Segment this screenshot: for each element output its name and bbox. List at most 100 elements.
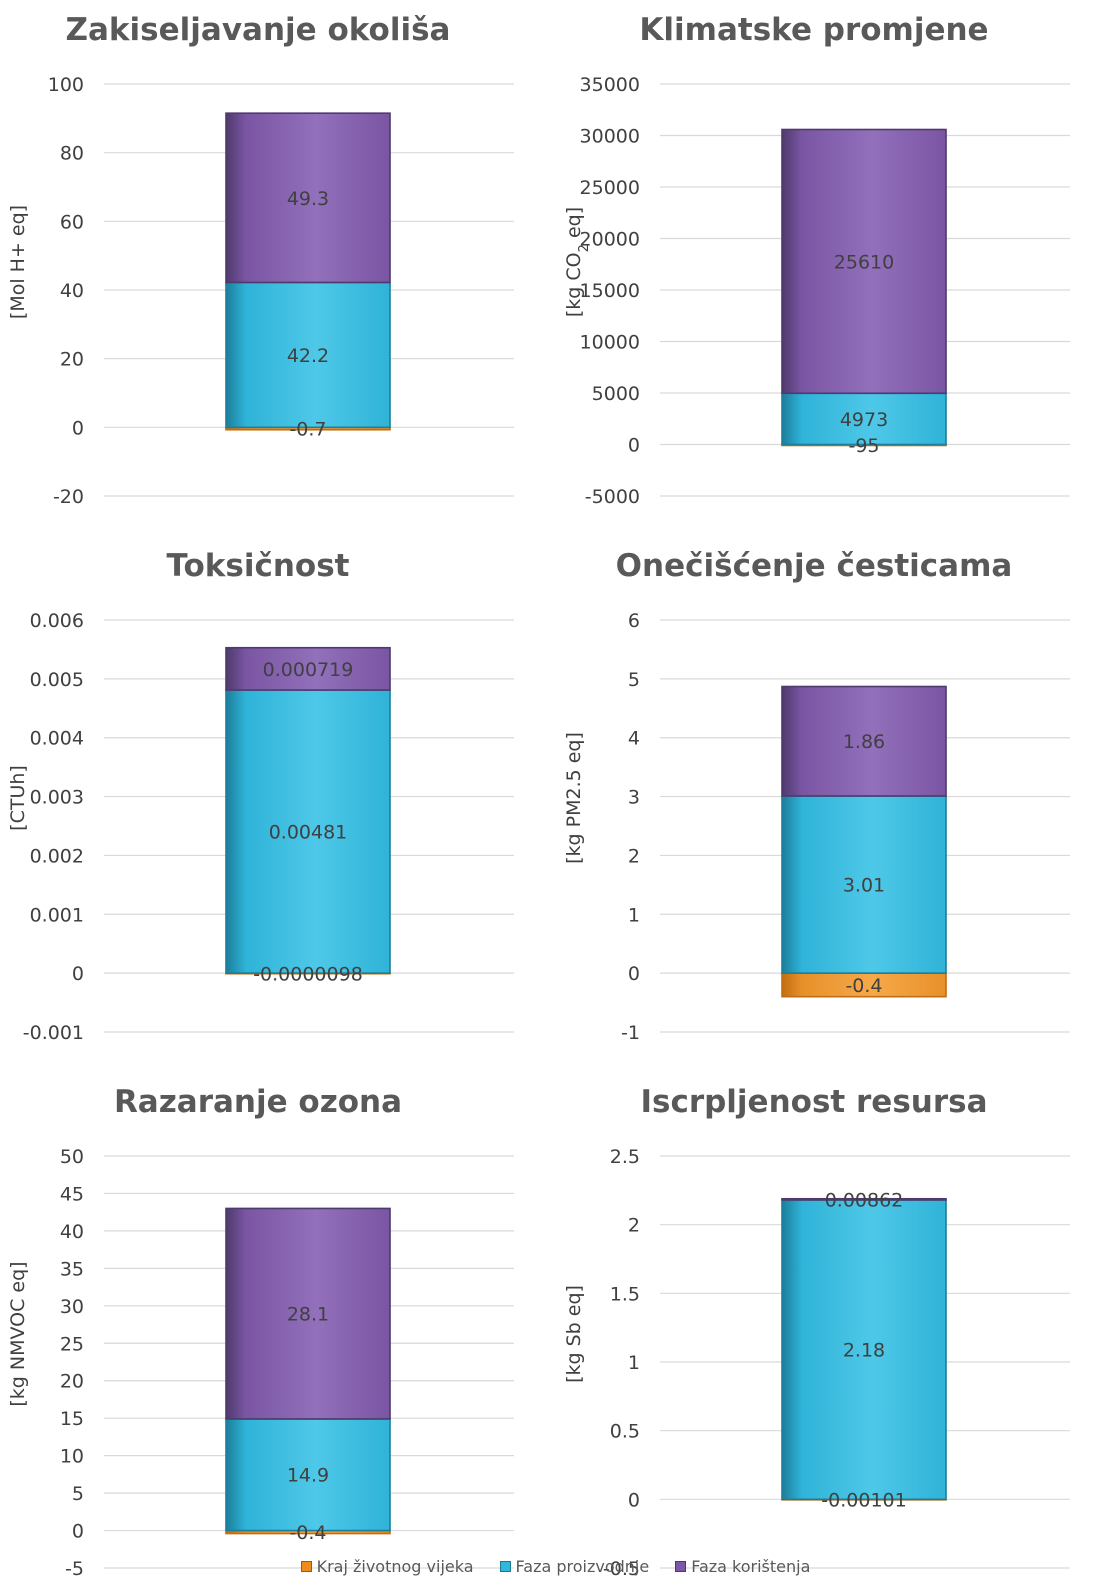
y-tick-label: 1 [628, 904, 640, 926]
data-label: 0.00481 [269, 822, 348, 844]
y-tick-label: 40 [60, 280, 84, 302]
data-label: -0.0000098 [253, 963, 363, 985]
data-label: 3.01 [843, 875, 885, 897]
legend-label-koristenje: Faza korištenja [691, 1556, 811, 1576]
legend-swatch-koristenje [675, 1560, 687, 1572]
bar-segment [225, 646, 391, 691]
y-tick-label: 30 [60, 1296, 84, 1318]
chart-oneciscenje: Onečišćenje česticama -1 0 1 2 3 4 5 6 [kg PM2.5 … [556, 536, 1111, 1056]
data-label: 14.9 [287, 1465, 329, 1487]
chart-svg: Iscrpljenost resursa -0.5 0 0.5 1 1.5 2 2.5 [kg … [563, 1084, 1070, 1580]
y-tick-label: 10 [60, 1446, 84, 1468]
chart-svg: Razaranje ozona -5 0 5 10 15 20 25 30 35 40 45 50 [kg… [7, 1084, 514, 1580]
bar-segment [781, 1197, 947, 1201]
y-tick-label: 0.006 [30, 610, 84, 632]
y-tick-label: 3 [628, 787, 640, 809]
y-tick-label: 20000 [580, 229, 640, 251]
y-tick-label: -5 [65, 1558, 84, 1580]
legend-item-koristenje: Faza korištenja [675, 1557, 810, 1576]
y-tick-label: 6 [628, 610, 640, 632]
y-tick-label: 2 [628, 845, 640, 867]
chart-klimatske-promjene: Klimatske promjene -5000 0 5000 10000 15000 20… [556, 0, 1111, 520]
y-tick-label: 4 [628, 728, 640, 750]
y-tick-label: 50 [60, 1146, 84, 1168]
chart-legend: Kraj životnog vijeka Faza proizvodnje Fa… [0, 1552, 1111, 1580]
data-label: 28.1 [287, 1304, 329, 1326]
bar-segment [781, 392, 947, 446]
y-tick-label: 80 [60, 143, 84, 165]
chart-iscrpljenost: Iscrpljenost resursa -0.5 0 0.5 1 1.5 2 2.5 [kg … [556, 1072, 1111, 1592]
y-tick-label: 2 [628, 1215, 640, 1237]
y-tick-label: 40 [60, 1221, 84, 1243]
y-tick-label: 0.5 [610, 1421, 640, 1443]
y-tick-label: -0.5 [603, 1558, 640, 1580]
chart-title: Razaranje ozona [114, 1084, 402, 1120]
y-tick-label: 10000 [580, 332, 640, 354]
chart-razaranje-ozona: Razaranje ozona -5 0 5 10 15 20 25 30 35 40 45 50 [kg… [0, 1072, 555, 1592]
y-tick-label: 5 [72, 1483, 84, 1505]
y-axis-label: [Mol H+ eq] [7, 205, 29, 319]
y-tick-label: 60 [60, 211, 84, 233]
bar-segment [225, 112, 391, 284]
y-tick-label: 30000 [580, 126, 640, 148]
y-tick-label: 0 [72, 1521, 84, 1543]
data-label: 0.000719 [263, 659, 354, 681]
data-label: -0.7 [289, 419, 326, 441]
bar-segment [225, 689, 391, 974]
chart-svg: Klimatske promjene -5000 0 5000 10000 15000 20… [563, 12, 1070, 508]
y-tick-label: 35 [60, 1258, 84, 1280]
legend-label-proizvodnja: Faza proizvodnje [515, 1556, 650, 1576]
y-tick-label: 0 [72, 417, 84, 439]
y-tick-label: 25 [60, 1333, 84, 1355]
chart-svg: Zakiseljavanje okoliša -20 0 20 40 60 80 100 [Mo… [7, 12, 514, 508]
chart-svg: Toksičnost -0.001 0 0.001 0.002 0.003 0.004 0.0… [7, 548, 514, 1044]
y-tick-label: 0.004 [30, 728, 84, 750]
chart-toksicnost: Toksičnost -0.001 0 0.001 0.002 0.003 0.004 0.0… [0, 536, 555, 1056]
y-axis-label: [kg PM2.5 eq] [563, 732, 585, 864]
y-axis-label: [CTUh] [7, 765, 29, 831]
y-tick-label: 5 [628, 669, 640, 691]
data-label: 1.86 [843, 731, 885, 753]
y-tick-label: 45 [60, 1183, 84, 1205]
bar-segment [781, 685, 947, 797]
y-tick-label: 1.5 [610, 1283, 640, 1305]
bar-segment [781, 795, 947, 974]
y-tick-label: 2.5 [610, 1146, 640, 1168]
chart-title: Zakiseljavanje okoliša [66, 12, 451, 48]
data-label: -0.4 [845, 975, 882, 997]
y-tick-label: 100 [48, 74, 84, 96]
y-tick-label: 20 [60, 349, 84, 371]
data-label: -95 [848, 435, 879, 457]
bar-segment [225, 1418, 391, 1532]
y-tick-label: 0.003 [30, 787, 84, 809]
y-tick-label: 0 [628, 435, 640, 457]
bar-segment [225, 1207, 391, 1420]
y-axis-label: [kg NMVOC eq] [7, 1261, 29, 1406]
y-tick-label: 35000 [580, 74, 640, 96]
y-tick-label: 1 [628, 1352, 640, 1374]
legend-swatch-kraj [300, 1560, 312, 1572]
data-label: -0.4 [289, 1522, 326, 1544]
data-label: 42.2 [287, 345, 329, 367]
y-tick-label: 15000 [580, 280, 640, 302]
y-tick-label: 20 [60, 1371, 84, 1393]
y-tick-label: 5000 [592, 383, 640, 405]
legend-swatch-proizvodnja [499, 1560, 511, 1572]
legend-item-proizvodnja: Faza proizvodnje [499, 1556, 650, 1576]
y-tick-label: 0.002 [30, 845, 84, 867]
y-tick-label: 0.001 [30, 904, 84, 926]
chart-title: Toksičnost [166, 548, 349, 584]
legend-label-kraj: Kraj životnog vijeka [316, 1556, 474, 1576]
y-tick-label: 0 [72, 963, 84, 985]
data-label: 0.00862 [825, 1189, 904, 1211]
data-label: 2.18 [843, 1340, 885, 1362]
data-label: 25610 [834, 251, 894, 273]
data-label: 4973 [840, 409, 888, 431]
data-label: 49.3 [287, 188, 329, 210]
y-tick-label: 0 [628, 1489, 640, 1511]
bar-segment [781, 128, 947, 395]
y-tick-label: -20 [53, 486, 84, 508]
y-tick-label: 0 [628, 963, 640, 985]
y-tick-label: 0.005 [30, 669, 84, 691]
y-axis-label: [kg Sb eq] [563, 1285, 585, 1383]
